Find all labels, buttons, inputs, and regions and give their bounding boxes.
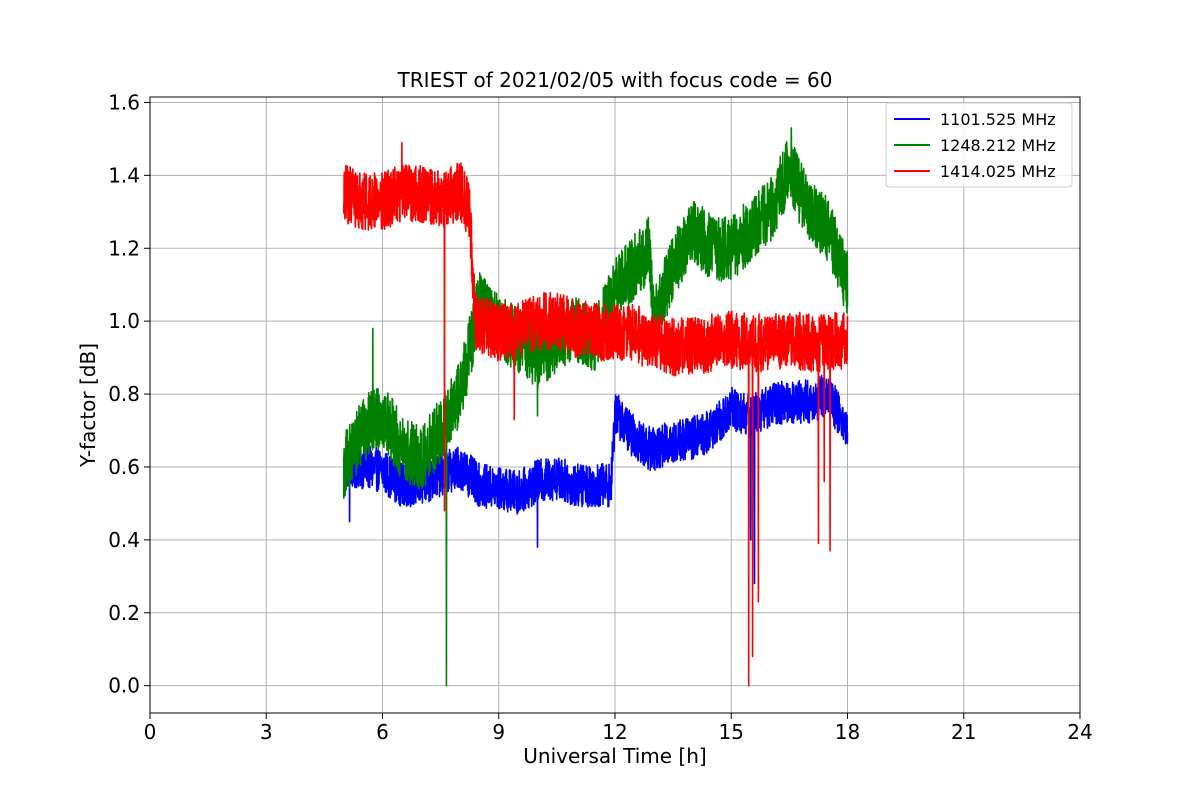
x-tick-label: 15 bbox=[719, 720, 744, 744]
x-tick-label: 21 bbox=[951, 720, 976, 744]
x-axis-label: Universal Time [h] bbox=[523, 744, 706, 768]
y-axis-label: Y-factor [dB] bbox=[76, 343, 100, 468]
y-tick-label: 1.0 bbox=[108, 309, 140, 333]
y-tick-label: 0.6 bbox=[108, 455, 140, 479]
x-tick-label: 18 bbox=[835, 720, 860, 744]
legend-box bbox=[885, 102, 1073, 188]
y-tick-label: 0.2 bbox=[108, 601, 140, 625]
x-tick-label: 9 bbox=[492, 720, 505, 744]
x-tick-label: 6 bbox=[376, 720, 389, 744]
x-tick-label: 3 bbox=[260, 720, 273, 744]
series-line-1 bbox=[342, 374, 849, 585]
legend: 1101.525 MHz 1248.212 MHz 1414.025 MHz bbox=[885, 102, 1073, 188]
legend-entry: 1248.212 MHz bbox=[940, 136, 1056, 155]
chart-title: TRIEST of 2021/02/05 with focus code = 6… bbox=[397, 68, 833, 92]
y-tick-label: 0.8 bbox=[108, 382, 140, 406]
y-tick-label: 0.4 bbox=[108, 528, 140, 552]
y-tick-label: 1.2 bbox=[108, 236, 140, 260]
series-layer bbox=[342, 127, 849, 687]
y-tick-label: 1.4 bbox=[108, 163, 140, 187]
legend-entry: 1414.025 MHz bbox=[940, 162, 1056, 181]
legend-entry: 1101.525 MHz bbox=[940, 110, 1056, 129]
series-line-3 bbox=[342, 141, 849, 687]
x-tick-label: 0 bbox=[144, 720, 157, 744]
y-tick-label: 1.6 bbox=[108, 90, 140, 114]
y-tick-label: 0.0 bbox=[108, 674, 140, 698]
x-tick-label: 12 bbox=[602, 720, 627, 744]
x-tick-label: 24 bbox=[1067, 720, 1092, 744]
axis-ticks: 0 3 6 9 12 15 18 21 24 0.0 0.2 0.4 0.6 0.8 1.0 1.2 1.4 1.… bbox=[108, 90, 1093, 744]
